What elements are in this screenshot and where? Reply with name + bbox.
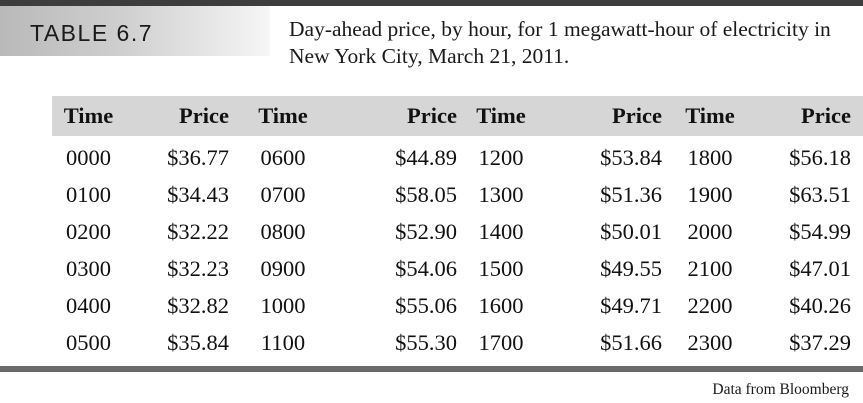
price-cell: $55.30 <box>395 329 457 355</box>
price-cell: $49.71 <box>600 292 662 318</box>
price-cell: $51.36 <box>600 181 662 207</box>
header-time: Time <box>63 103 114 128</box>
price-cell: $47.01 <box>789 255 851 281</box>
time-cell: 1000 <box>260 292 306 318</box>
price-cell: $40.26 <box>789 292 851 318</box>
time-cell: 1900 <box>687 181 733 207</box>
source-note: Data from Bloomberg <box>712 381 849 398</box>
price-cell: $34.43 <box>167 181 229 207</box>
price-cell: $44.89 <box>395 144 457 170</box>
time-cell: 1600 <box>478 292 524 318</box>
price-cell: $36.77 <box>167 144 229 170</box>
table-row: 0000 $36.77 0600 $44.89 1200 $53.84 1800 $56.18 <box>52 136 855 176</box>
time-cell: 0300 <box>66 255 111 281</box>
time-cell: 1400 <box>478 218 524 244</box>
time-cell: 0200 <box>66 218 111 244</box>
header-row: Time Price Time Price Time Price Time Pr… <box>52 96 855 136</box>
time-cell: 2000 <box>687 218 733 244</box>
header-time: Time <box>685 103 735 128</box>
price-cell: $35.84 <box>167 329 229 355</box>
time-cell: 0400 <box>66 292 111 318</box>
price-cell: $49.55 <box>600 255 662 281</box>
table-row: 0300 $32.23 0900 $54.06 1500 $49.55 2100 $47.01 <box>52 250 855 287</box>
time-cell: 0900 <box>260 255 306 281</box>
header-band <box>52 96 863 136</box>
table-row: 0100 $34.43 0700 $58.05 1300 $51.36 1900 $63.51 <box>52 176 855 213</box>
table-row: 0200 $32.22 0800 $52.90 1400 $50.01 2000 $54.99 <box>52 213 855 250</box>
header-price: Price <box>407 103 457 128</box>
price-cell: $54.99 <box>789 218 851 244</box>
table-label-tag: TABLE 6.7 <box>0 6 270 56</box>
time-cell: 1500 <box>478 255 524 281</box>
table-label: TABLE 6.7 <box>30 20 154 46</box>
price-cell: $58.05 <box>395 181 457 207</box>
price-cell: $56.18 <box>789 144 851 170</box>
price-cell: $50.01 <box>600 218 662 244</box>
time-cell: 0800 <box>260 218 306 244</box>
time-cell: 0500 <box>66 329 111 355</box>
price-cell: $51.66 <box>600 329 662 355</box>
time-cell: 2300 <box>687 329 733 355</box>
time-cell: 0100 <box>66 181 111 207</box>
time-cell: 0000 <box>66 144 111 170</box>
time-cell: 0600 <box>260 144 306 170</box>
price-cell: $32.22 <box>167 218 229 244</box>
time-cell: 1300 <box>478 181 524 207</box>
price-cell: $53.84 <box>600 144 662 170</box>
price-cell: $37.29 <box>789 329 851 355</box>
time-cell: 1100 <box>260 329 306 355</box>
header-price: Price <box>612 103 662 128</box>
price-table: Time Price Time Price Time Price Time Pr… <box>52 96 855 361</box>
price-cell: $32.23 <box>167 255 229 281</box>
time-cell: 2100 <box>687 255 733 281</box>
header-time: Time <box>258 103 308 128</box>
time-cell: 1200 <box>478 144 524 170</box>
bottom-rule <box>0 366 863 372</box>
top-rule <box>0 0 863 6</box>
time-cell: 1700 <box>478 329 524 355</box>
table-row: 0400 $32.82 1000 $55.06 1600 $49.71 2200 $40.26 <box>52 287 855 324</box>
table-row: 0500 $35.84 1100 $55.30 1700 $51.66 2300 $37.29 <box>52 324 855 361</box>
header-price: Price <box>179 103 229 128</box>
price-cell: $63.51 <box>789 181 851 207</box>
header-price: Price <box>801 103 851 128</box>
header-time: Time <box>476 103 526 128</box>
time-cell: 2200 <box>687 292 733 318</box>
price-cell: $54.06 <box>395 255 457 281</box>
price-cell: $32.82 <box>167 292 229 318</box>
table-caption: Day-ahead price, by hour, for 1 megawatt… <box>289 17 831 68</box>
time-cell: 0700 <box>260 181 306 207</box>
price-cell: $52.90 <box>395 218 457 244</box>
price-cell: $55.06 <box>395 292 457 318</box>
time-cell: 1800 <box>687 144 733 170</box>
